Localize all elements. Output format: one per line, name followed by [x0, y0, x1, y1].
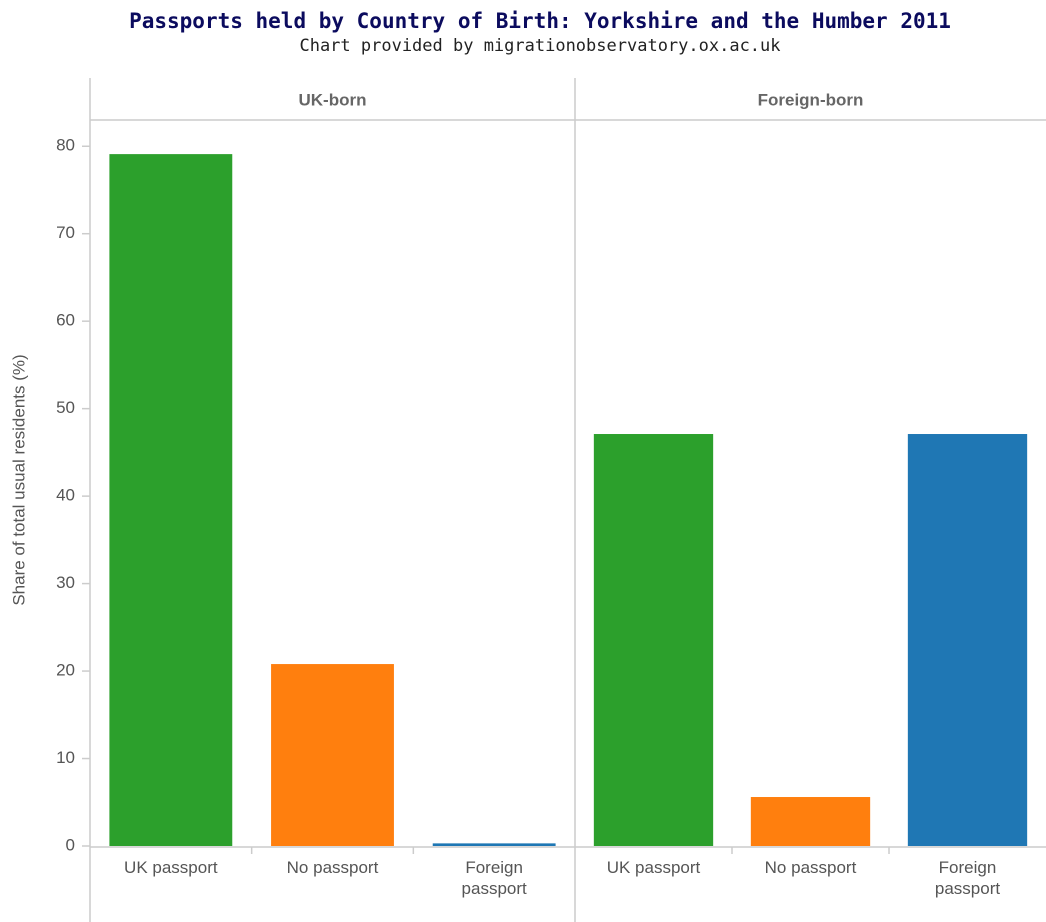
y-tick-label: 50 [56, 398, 75, 417]
bar [593, 434, 714, 846]
bar [109, 154, 233, 846]
x-label-box: No passport [764, 858, 857, 877]
x-tick-label: Foreign passport [461, 858, 527, 898]
y-tick-label: 70 [56, 223, 75, 242]
x-label-box: UK passport [124, 858, 218, 877]
x-tick-label: UK passport [124, 858, 218, 877]
x-label-box: Foreign passport [461, 858, 527, 898]
y-tick-label: 10 [56, 748, 75, 767]
chart-subtitle: Chart provided by migrationobservatory.o… [299, 36, 780, 56]
x-tick-label: No passport [286, 858, 379, 877]
x-label-box: No passport [286, 858, 379, 877]
bar [907, 434, 1028, 846]
bar [750, 797, 871, 846]
x-tick-label: No passport [764, 858, 857, 877]
y-tick-label: 30 [56, 573, 75, 592]
y-tick-label: 60 [56, 311, 75, 330]
y-tick-label: 0 [66, 835, 75, 854]
panel-title: UK-born [299, 90, 367, 109]
y-axis-title: Share of total usual residents (%) [9, 354, 28, 605]
bar [432, 843, 556, 846]
chart-title: Passports held by Country of Birth: York… [129, 9, 951, 33]
y-tick-label: 40 [56, 486, 75, 505]
panel-title: Foreign-born [758, 90, 864, 109]
x-label-box: UK passport [606, 858, 701, 877]
y-tick-label: 80 [56, 136, 75, 155]
x-tick-label: UK passport [606, 858, 701, 877]
bar [271, 664, 394, 846]
x-tick-label: Foreign passport [934, 858, 1001, 898]
y-tick-label: 20 [56, 661, 75, 680]
x-label-box: Foreign passport [934, 858, 1001, 898]
